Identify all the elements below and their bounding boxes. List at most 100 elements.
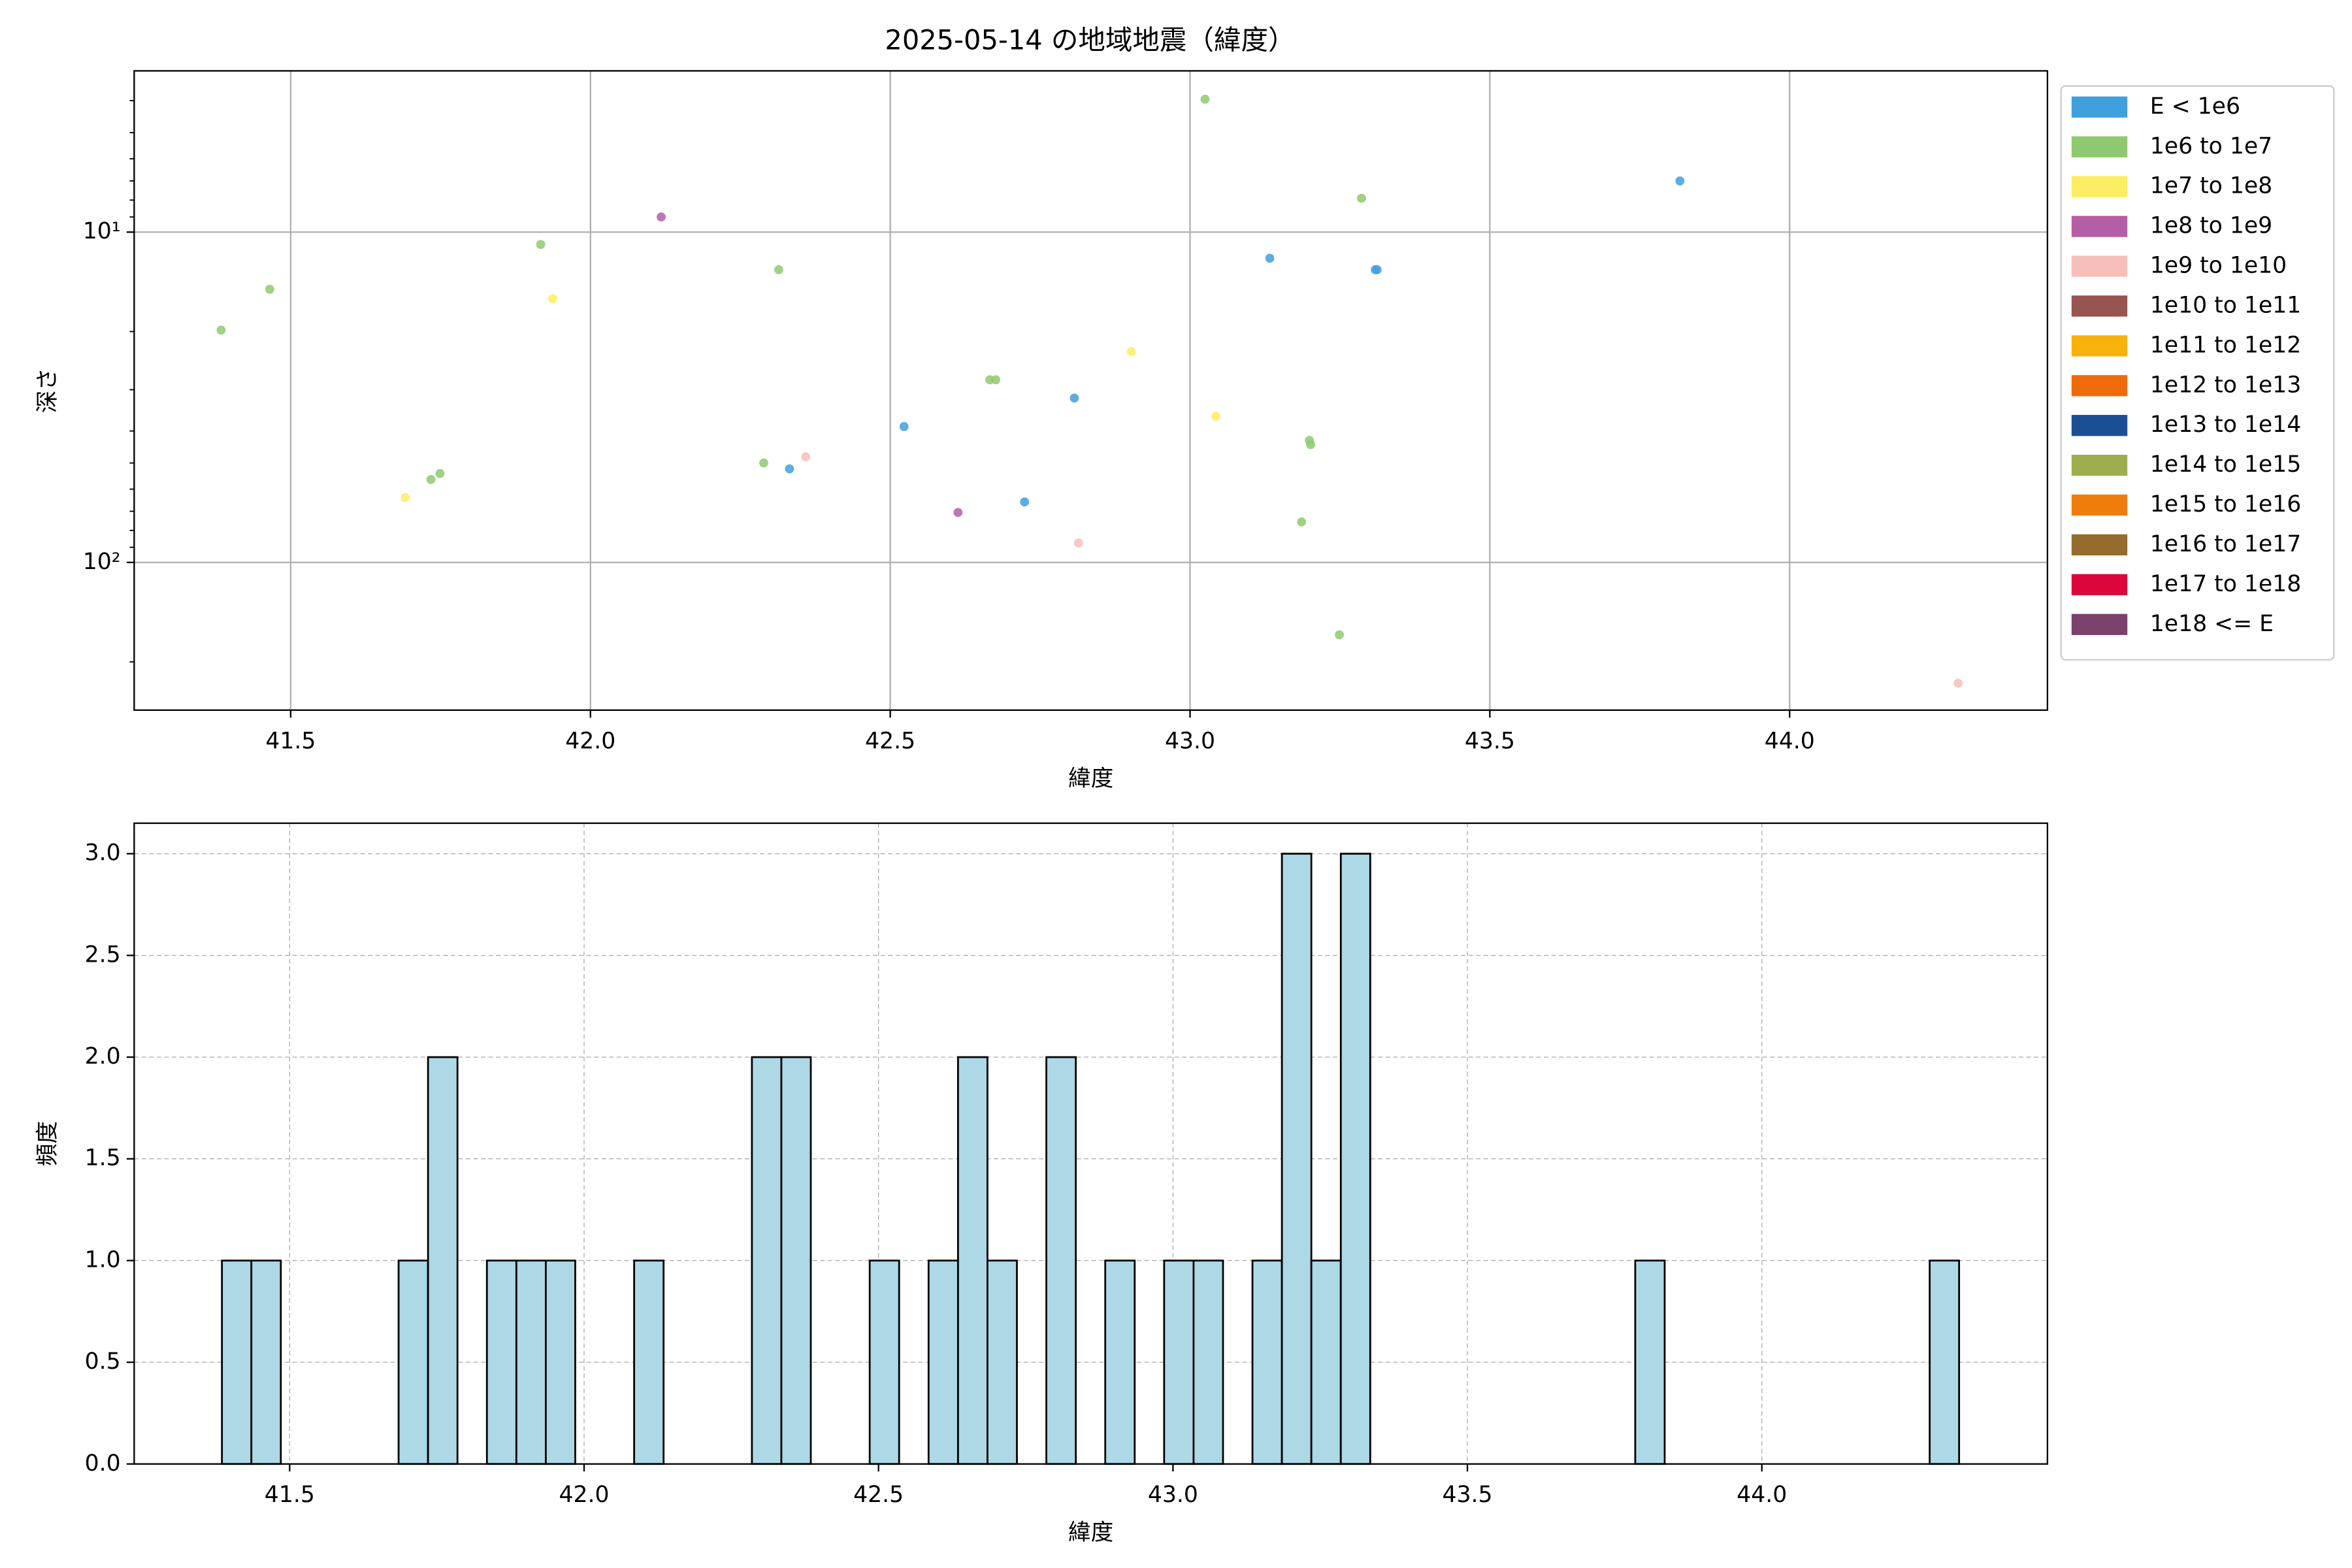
y-tick-label: 10¹	[83, 218, 121, 244]
point	[1953, 678, 1963, 688]
legend-swatch	[2071, 613, 2128, 635]
point	[1335, 630, 1344, 640]
point	[657, 212, 666, 222]
legend-swatch	[2071, 455, 2128, 476]
point	[1675, 176, 1685, 186]
legend-label: 1e14 to 1e15	[2150, 451, 2301, 478]
bar	[427, 1056, 459, 1465]
bar	[633, 1260, 665, 1465]
point	[1070, 393, 1079, 403]
chart-title: 2025-05-14 の地域地震（緯度）	[885, 24, 1295, 56]
x-tick-label: 42.5	[853, 1482, 904, 1508]
point	[400, 493, 410, 502]
legend-swatch	[2071, 216, 2128, 237]
bar	[1192, 1260, 1224, 1465]
y-tick-label: 2.5	[85, 941, 121, 968]
legend-swatch	[2071, 574, 2128, 596]
point	[1357, 193, 1366, 203]
point	[548, 294, 557, 303]
x-tick-label: 43.5	[1465, 728, 1515, 754]
bar	[868, 1260, 900, 1465]
y-tick-label: 0.5	[85, 1348, 121, 1375]
x-tick-label: 42.0	[559, 1482, 609, 1508]
plot-frame	[133, 822, 2048, 1465]
legend-swatch	[2071, 494, 2128, 516]
point	[536, 240, 546, 250]
point	[1265, 253, 1275, 263]
bar	[515, 1260, 547, 1465]
y-axis-label: 深さ	[35, 368, 61, 413]
legend-label: 1e17 to 1e18	[2150, 571, 2301, 597]
legend-label: 1e9 to 1e10	[2150, 253, 2287, 279]
legend-label: 1e11 to 1e12	[2150, 332, 2301, 358]
legend-label: 1e18 <= E	[2150, 611, 2274, 637]
bar	[250, 1260, 282, 1465]
bar	[485, 1260, 517, 1465]
x-tick-label: 42.5	[865, 728, 915, 754]
bar	[1163, 1260, 1195, 1465]
point	[1306, 440, 1315, 449]
legend-swatch	[2071, 295, 2128, 317]
legend-swatch	[2071, 96, 2128, 118]
legend-swatch	[2071, 415, 2128, 436]
bar	[221, 1260, 253, 1465]
bar	[1281, 853, 1313, 1465]
point	[801, 452, 811, 462]
bar	[1310, 1260, 1342, 1465]
bar	[780, 1056, 812, 1465]
legend-label: 1e13 to 1e14	[2150, 412, 2301, 438]
x-tick-label: 44.0	[1737, 1482, 1787, 1508]
point	[759, 458, 768, 468]
legend-label: E < 1e6	[2150, 93, 2240, 120]
legend-swatch	[2071, 136, 2128, 157]
legend-swatch	[2071, 176, 2128, 197]
point	[953, 508, 963, 517]
x-tick-label: 43.5	[1442, 1482, 1492, 1508]
bar	[1929, 1260, 1961, 1465]
point	[774, 265, 783, 274]
point	[1126, 347, 1136, 357]
point	[1372, 265, 1382, 274]
bar	[1251, 1260, 1283, 1465]
y-tick-label: 1.0	[85, 1247, 121, 1273]
point	[216, 325, 226, 335]
bar	[956, 1056, 988, 1465]
bar	[1104, 1260, 1136, 1465]
legend-label: 1e6 to 1e7	[2150, 133, 2272, 159]
y-tick-label: 0.0	[85, 1450, 121, 1477]
y-tick-label: 3.0	[85, 840, 121, 866]
legend-label: 1e7 to 1e8	[2150, 173, 2272, 199]
point	[435, 468, 445, 478]
y-axis-label: 頻度	[35, 1121, 61, 1166]
bar	[927, 1260, 959, 1465]
x-tick-label: 43.0	[1148, 1482, 1198, 1508]
bar	[751, 1056, 783, 1465]
legend-label: 1e16 to 1e17	[2150, 531, 2301, 557]
point	[785, 464, 794, 474]
y-tick-label: 1.5	[85, 1145, 121, 1171]
bar	[1634, 1260, 1666, 1465]
point	[991, 375, 1001, 385]
x-axis-label: 緯度	[1068, 1520, 1113, 1546]
legend-swatch	[2071, 534, 2128, 556]
y-tick-label: 10²	[83, 549, 121, 575]
bar	[545, 1260, 576, 1465]
x-tick-label: 43.0	[1165, 728, 1215, 754]
legend-label: 1e10 to 1e11	[2150, 292, 2301, 318]
legend-label: 1e8 to 1e9	[2150, 213, 2272, 239]
point	[1020, 497, 1030, 507]
bar	[1339, 853, 1371, 1465]
legend-label: 1e15 to 1e16	[2150, 491, 2301, 517]
point	[1200, 94, 1210, 104]
legend-swatch	[2071, 335, 2128, 357]
y-tick-label: 2.0	[85, 1043, 121, 1070]
bar	[1045, 1056, 1077, 1465]
point	[899, 422, 909, 431]
legend-frame	[2060, 85, 2335, 661]
bar	[987, 1260, 1018, 1465]
legend-swatch	[2071, 255, 2128, 277]
legend-swatch	[2071, 375, 2128, 397]
bar	[397, 1260, 429, 1465]
